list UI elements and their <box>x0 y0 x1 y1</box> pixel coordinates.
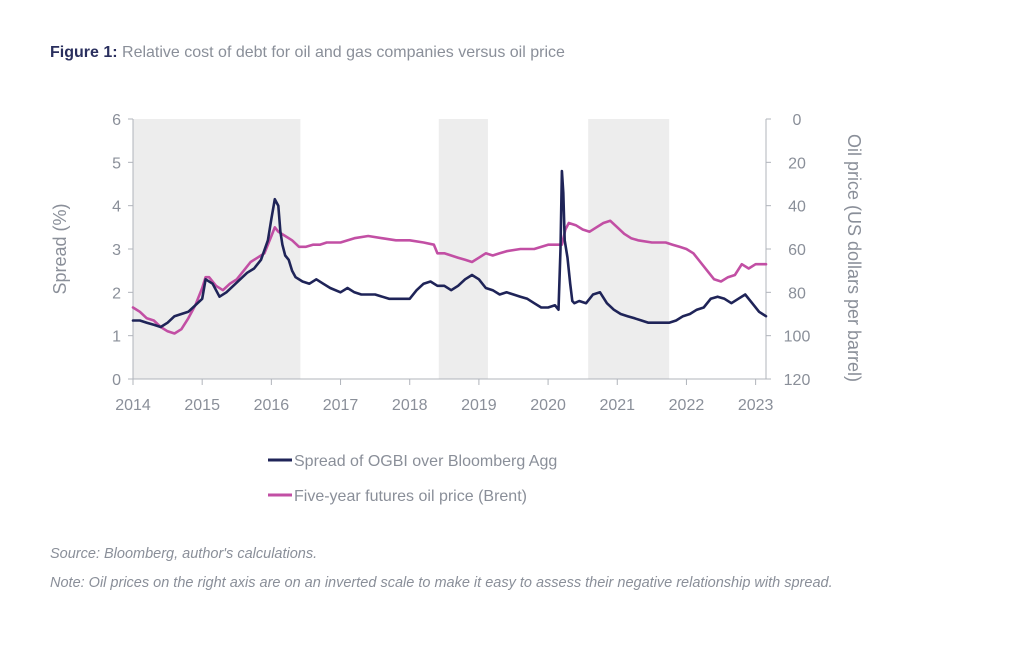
legend-label-spread: Spread of OGBI over Bloomberg Agg <box>294 453 557 470</box>
shaded-period-2 <box>588 119 670 379</box>
y2-tick-label: 0 <box>793 112 802 129</box>
y-tick-label: 5 <box>112 155 121 172</box>
shaded-periods <box>133 119 670 379</box>
legend: Spread of OGBI over Bloomberg Agg Five-ye… <box>268 453 557 505</box>
scale-note: Note: Oil prices on the right axis are o… <box>50 575 833 591</box>
oil-price-series-line <box>131 219 768 335</box>
figure-title-text: Relative cost of debt for oil and gas co… <box>122 44 565 61</box>
x-tick-label: 2022 <box>669 397 705 414</box>
x-tick-label: 2023 <box>738 397 774 414</box>
y-tick-label: 3 <box>112 242 121 259</box>
y-tick-label: 2 <box>112 285 121 302</box>
y2-tick-label: 20 <box>788 155 806 172</box>
spread-series-line <box>131 169 768 329</box>
x-tick-label: 2015 <box>184 397 220 414</box>
y2-tick-label: 60 <box>788 242 806 259</box>
y-tick-label: 0 <box>112 372 121 389</box>
shaded-period-1 <box>438 119 488 379</box>
x-tick-label: 2016 <box>254 397 290 414</box>
x-tick-label: 2014 <box>115 397 151 414</box>
y-tick-label: 4 <box>112 199 121 216</box>
legend-label-oil: Five-year futures oil price (Brent) <box>294 488 527 505</box>
series-lines <box>131 169 768 335</box>
y2-axis-title: Oil price (US dollars per barrel) <box>844 134 864 382</box>
x-tick-label: 2018 <box>392 397 428 414</box>
figure-label: Figure 1: <box>50 44 118 61</box>
y2-tick-label: 80 <box>788 285 806 302</box>
y-axis-title: Spread (%) <box>50 203 70 294</box>
y-tick-label: 6 <box>112 112 121 129</box>
y-tick-label: 1 <box>112 329 121 346</box>
y2-tick-label: 100 <box>784 329 811 346</box>
x-tick-label: 2021 <box>599 397 635 414</box>
figure-title: Figure 1: Relative cost of debt for oil … <box>50 44 565 62</box>
y2-tick-label: 120 <box>784 372 811 389</box>
x-tick-label: 2020 <box>530 397 566 414</box>
y2-tick-label: 40 <box>788 199 806 216</box>
shaded-period-0 <box>133 119 301 379</box>
x-tick-label: 2019 <box>461 397 497 414</box>
source-note: Source: Bloomberg, author's calculations… <box>50 546 318 562</box>
x-tick-label: 2017 <box>323 397 359 414</box>
